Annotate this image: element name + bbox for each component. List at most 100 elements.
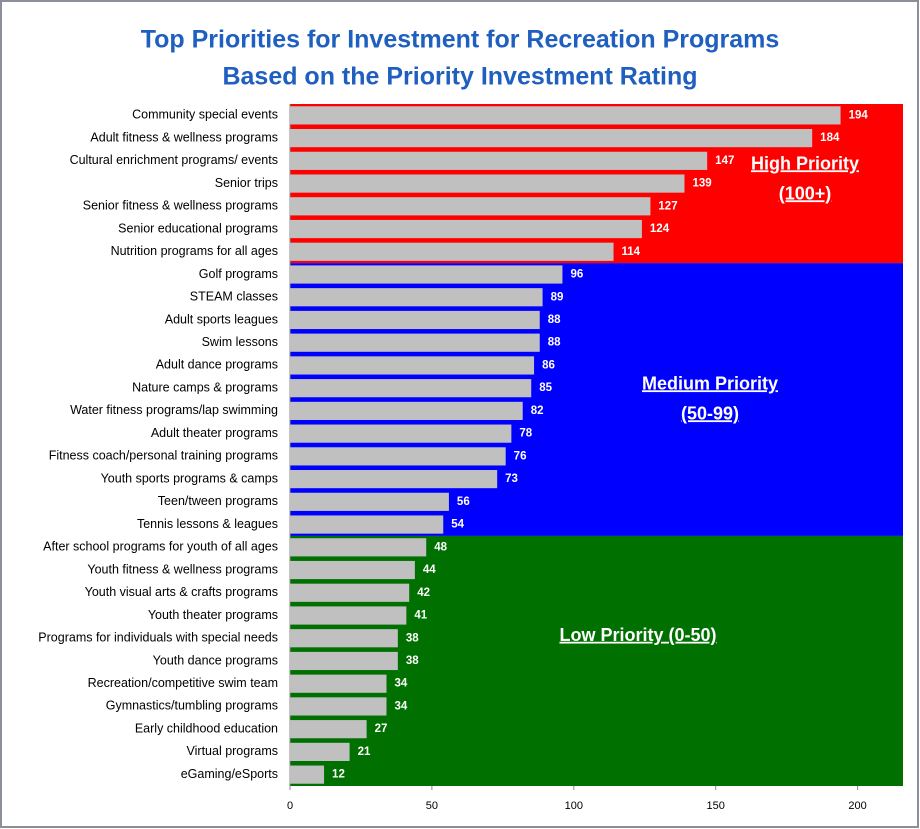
bar <box>290 697 387 716</box>
value-label: 85 <box>539 382 552 394</box>
value-label: 38 <box>406 655 419 667</box>
value-label: 38 <box>406 632 419 644</box>
bar <box>290 424 512 443</box>
category-label: Gymnastics/tumbling programs <box>106 699 278 713</box>
category-label: Recreation/competitive swim team <box>88 676 278 690</box>
category-label: After school programs for youth of all a… <box>43 540 278 554</box>
band-label: (50-99) <box>681 403 739 423</box>
bar <box>290 560 415 580</box>
value-label: 88 <box>548 337 561 349</box>
value-label: 41 <box>414 610 427 622</box>
value-label: 82 <box>531 405 544 417</box>
x-tick-label: 200 <box>848 800 866 812</box>
band-label: Low Priority (0-50) <box>559 625 716 645</box>
value-label: 54 <box>451 519 464 531</box>
value-label: 184 <box>820 132 840 144</box>
bar <box>290 515 444 534</box>
value-label: 194 <box>849 109 869 121</box>
priority-band <box>290 263 903 536</box>
bar <box>290 742 350 761</box>
value-label: 34 <box>394 678 407 690</box>
value-label: 139 <box>692 178 711 190</box>
category-label: Cultural enrichment programs/ events <box>70 153 278 167</box>
value-label: 96 <box>570 269 583 281</box>
value-label: 114 <box>622 246 641 258</box>
category-label: Teen/tween programs <box>158 494 278 508</box>
category-label: Youth dance programs <box>153 653 278 667</box>
category-label: Youth sports programs & camps <box>101 471 278 485</box>
value-label: 48 <box>434 541 447 553</box>
band-label: (100+) <box>779 183 832 203</box>
category-label: Youth fitness & wellness programs <box>87 562 278 576</box>
value-label: 86 <box>542 359 555 371</box>
value-label: 76 <box>514 450 527 462</box>
x-tick-label: 100 <box>565 800 583 812</box>
bar <box>290 333 540 352</box>
category-label: Youth visual arts & crafts programs <box>85 585 278 599</box>
category-label: Youth theater programs <box>148 608 278 622</box>
bar <box>290 379 532 398</box>
value-label: 12 <box>332 769 345 781</box>
bar <box>290 106 841 125</box>
category-label: Fitness coach/personal training programs <box>49 449 278 463</box>
category-label: STEAM classes <box>190 290 278 304</box>
category-label: Programs for individuals with special ne… <box>38 631 278 645</box>
bar <box>290 470 498 489</box>
bar <box>290 765 325 784</box>
value-label: 42 <box>417 587 430 599</box>
category-label: Senior fitness & wellness programs <box>83 199 278 213</box>
band-label: High Priority <box>751 153 859 173</box>
x-tick-label: 50 <box>426 800 438 812</box>
category-label: Water fitness programs/lap swimming <box>70 403 278 417</box>
bar <box>290 174 685 193</box>
bar <box>290 538 427 557</box>
bar <box>290 447 506 466</box>
bar <box>290 242 614 261</box>
bar <box>290 265 563 284</box>
x-tick-label: 150 <box>707 800 725 812</box>
category-label: Early childhood education <box>135 721 278 735</box>
value-label: 56 <box>457 496 470 508</box>
value-label: 89 <box>551 291 564 303</box>
category-label: Adult fitness & wellness programs <box>90 130 278 144</box>
category-label: Tennis lessons & leagues <box>137 517 278 531</box>
category-label: Nutrition programs for all ages <box>111 244 278 258</box>
category-label: Community special events <box>132 108 278 122</box>
chart-title: Top Priorities for Investment for Recrea… <box>141 26 780 54</box>
bar <box>290 606 407 625</box>
category-label: Adult dance programs <box>156 358 278 372</box>
category-label: Nature camps & programs <box>132 380 278 394</box>
value-label: 73 <box>505 473 518 485</box>
bar <box>290 151 708 170</box>
category-label: eGaming/eSports <box>181 767 278 781</box>
value-label: 27 <box>375 723 388 735</box>
bar <box>290 401 523 420</box>
category-label: Adult sports leagues <box>165 312 278 326</box>
value-label: 34 <box>394 700 407 712</box>
bar <box>290 356 535 375</box>
bar <box>290 583 410 602</box>
bar <box>290 288 543 307</box>
category-label: Virtual programs <box>187 744 278 758</box>
category-label: Senior educational programs <box>118 221 278 235</box>
bar <box>290 651 398 671</box>
bar <box>290 674 387 693</box>
value-label: 147 <box>715 155 734 167</box>
value-label: 124 <box>650 223 670 235</box>
bar <box>290 629 398 648</box>
bar <box>290 129 813 148</box>
bar <box>290 219 642 239</box>
x-tick-label: 0 <box>287 800 293 812</box>
category-label: Adult theater programs <box>151 426 278 440</box>
bar <box>290 197 651 216</box>
category-label: Golf programs <box>199 267 278 281</box>
band-label: Medium Priority <box>642 373 778 393</box>
value-label: 21 <box>358 746 371 758</box>
value-label: 127 <box>658 200 677 212</box>
bar <box>290 310 540 330</box>
bar <box>290 492 449 511</box>
value-label: 78 <box>519 428 532 440</box>
bar <box>290 720 367 739</box>
